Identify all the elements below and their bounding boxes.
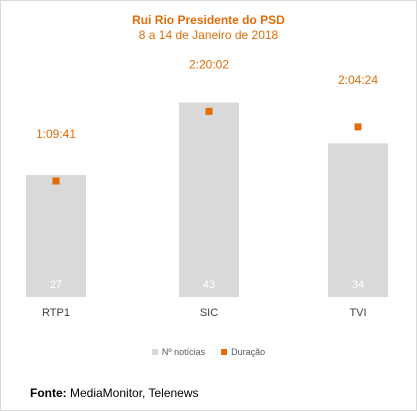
bar-value-label: 27 <box>50 279 62 291</box>
legend-item-duration: Duração <box>221 347 265 357</box>
bar-sic <box>179 102 239 297</box>
legend-swatch-count <box>151 349 158 355</box>
source-text: MediaMonitor, Telenews <box>70 386 199 400</box>
bar-value-label: 34 <box>352 279 364 291</box>
chart-title: Rui Rio Presidente do PSD <box>132 13 285 27</box>
duration-label: 2:20:02 <box>189 57 229 71</box>
legend-item-count: Nº notícias <box>151 347 206 357</box>
duration-label: 1:09:41 <box>36 127 76 141</box>
legend-swatch-duration <box>221 349 228 355</box>
duration-marker <box>52 177 60 185</box>
duration-label: 2:04:24 <box>338 73 378 87</box>
chart-subtitle: 8 a 14 de Janeiro de 2018 <box>138 28 279 42</box>
duration-marker <box>205 107 213 115</box>
bar-rtp1 <box>26 174 86 297</box>
category-label: RTP1 <box>42 307 70 319</box>
category-label: SIC <box>200 307 218 319</box>
category-label: TVI <box>349 307 366 319</box>
chart-legend: Nº notícias Duração <box>0 347 417 357</box>
legend-label-count: Nº notícias <box>161 347 206 357</box>
bar-value-label: 43 <box>203 279 215 291</box>
legend-label-duration: Duração <box>231 347 266 357</box>
bar-tvi <box>328 143 388 297</box>
source-note: Fonte: MediaMonitor, Telenews <box>30 386 199 400</box>
source-label: Fonte: <box>30 386 67 400</box>
duration-marker <box>354 123 362 131</box>
